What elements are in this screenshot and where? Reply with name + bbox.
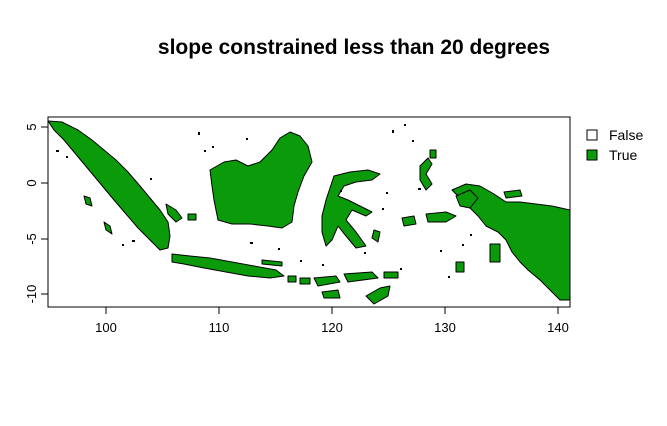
morotai-island (429, 149, 437, 159)
page-title: slope constrained less than 20 degrees (157, 36, 551, 59)
bali-island (287, 275, 297, 283)
lombok-island (299, 277, 311, 285)
sulawesi-island (321, 169, 381, 249)
sumba-island (321, 289, 341, 299)
buton-island (371, 229, 381, 243)
map-layer (48, 120, 570, 305)
legend: False True (586, 127, 643, 163)
halmahera-island (419, 157, 433, 191)
x-axis: 100 110 120 130 140 (95, 306, 569, 335)
timor-island (365, 285, 391, 305)
sumatra-island (48, 120, 171, 251)
borneo-island (209, 131, 313, 229)
aru-island (489, 243, 501, 263)
bird-head-peninsula (455, 189, 479, 209)
new-guinea-island (451, 183, 570, 301)
x-tick-label: 110 (209, 320, 230, 335)
buru-island (401, 215, 417, 227)
y-tick-label: 0 (24, 179, 39, 186)
legend-label-true: True (609, 147, 637, 163)
nias-island (83, 195, 93, 207)
legend-label-false: False (609, 127, 643, 143)
java-island (171, 253, 285, 279)
sumbawa-island (313, 275, 341, 287)
seram-island (425, 211, 457, 223)
madura-island (261, 259, 283, 267)
bangka-island (165, 203, 183, 223)
alor-island (383, 271, 399, 279)
flores-island (343, 271, 379, 283)
y-tick-label: -10 (24, 285, 39, 304)
x-tick-label: 100 (95, 320, 117, 335)
y-tick-label: 5 (24, 123, 39, 130)
x-tick-label: 130 (434, 320, 456, 335)
belitung-island (187, 213, 197, 221)
x-tick-label: 120 (321, 320, 343, 335)
y-tick-label: -5 (24, 233, 39, 245)
legend-swatch-false (586, 129, 598, 141)
y-axis: 5 0 -5 -10 (24, 123, 49, 304)
small-islands (56, 124, 472, 278)
yapen-island (503, 189, 523, 199)
tanimbar-island (455, 261, 465, 273)
legend-swatch-true (586, 149, 598, 161)
siberut-island (103, 221, 113, 235)
x-tick-label: 140 (547, 320, 569, 335)
